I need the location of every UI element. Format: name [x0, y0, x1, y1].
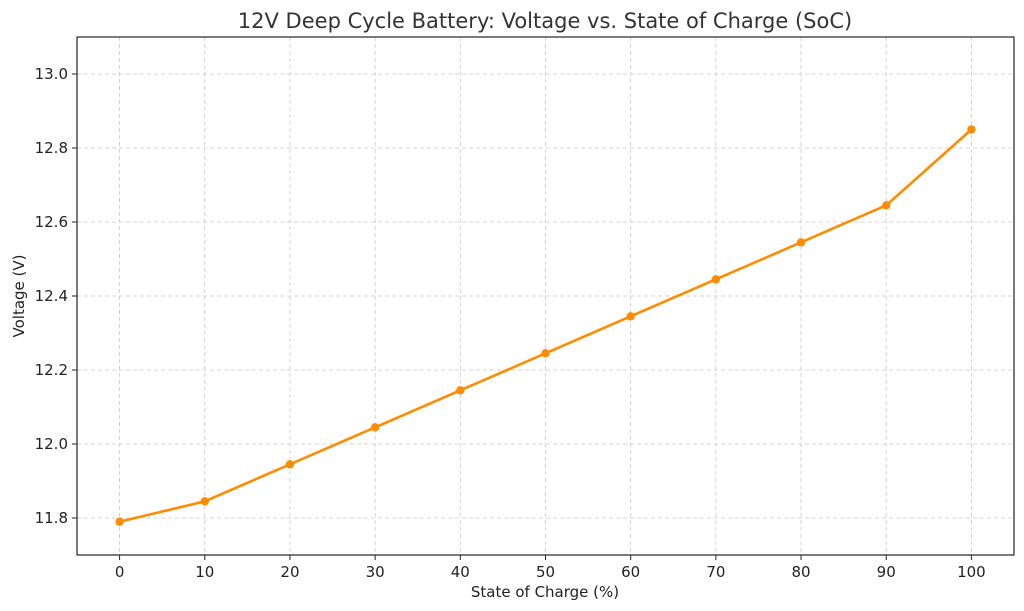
- x-tick-label: 60: [621, 563, 640, 581]
- y-axis-label: Voltage (V): [10, 255, 28, 338]
- data-point: [796, 238, 806, 247]
- x-tick-label: 30: [366, 563, 385, 581]
- x-tick-label: 100: [957, 563, 986, 581]
- data-point: [285, 460, 295, 469]
- data-point: [541, 349, 550, 358]
- x-tick-label: 0: [115, 563, 125, 581]
- data-point: [967, 125, 976, 134]
- x-axis-label: State of Charge (%): [471, 583, 619, 601]
- data-point: [115, 517, 124, 526]
- y-axis-ticks: 11.8 12.0 12.2 12.4 12.6 12.8 13.0: [35, 65, 77, 527]
- data-point: [882, 201, 891, 210]
- x-tick-label: 50: [536, 563, 555, 581]
- y-tick-label: 13.0: [35, 65, 68, 83]
- x-tick-label: 90: [877, 563, 896, 581]
- y-tick-label: 11.8: [35, 509, 68, 527]
- chart-title: 12V Deep Cycle Battery: Voltage vs. Stat…: [238, 9, 852, 33]
- x-tick-label: 40: [451, 563, 470, 581]
- x-tick-label: 80: [791, 563, 810, 581]
- data-point: [456, 386, 465, 395]
- x-axis-ticks: 0 10 20 30 40 50 60 70 80 90 100: [115, 555, 986, 581]
- y-tick-label: 12.2: [35, 361, 68, 379]
- y-tick-label: 12.0: [35, 435, 68, 453]
- data-point: [370, 423, 380, 432]
- data-point: [200, 497, 209, 506]
- y-tick-label: 12.6: [35, 213, 68, 231]
- x-tick-label: 20: [280, 563, 299, 581]
- grid-layer: [77, 37, 1014, 555]
- x-tick-label: 10: [195, 563, 214, 581]
- series-layer: [115, 125, 976, 526]
- data-point: [626, 312, 635, 321]
- y-tick-label: 12.4: [35, 287, 68, 305]
- y-tick-label: 12.8: [35, 139, 68, 157]
- data-point: [711, 275, 721, 284]
- x-tick-label: 70: [706, 563, 725, 581]
